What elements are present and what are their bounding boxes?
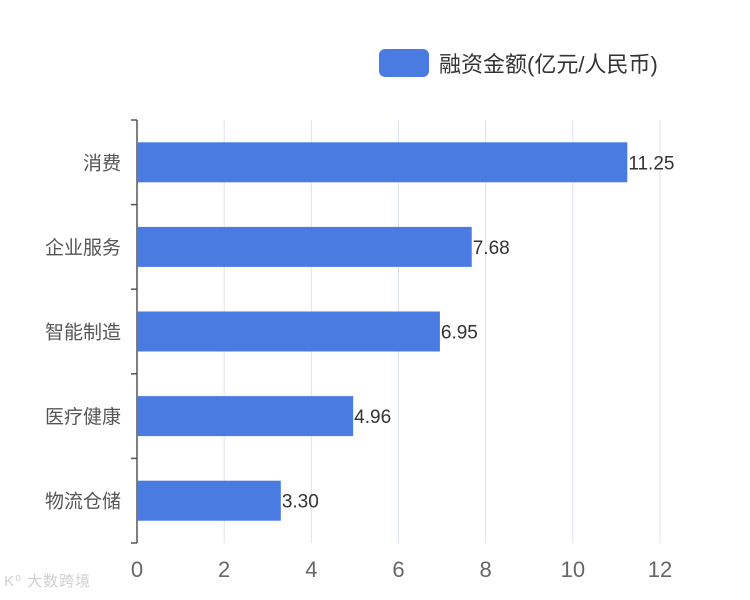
bar <box>137 396 354 437</box>
x-tick-label: 6 <box>392 557 404 582</box>
legend-label: 融资金额(亿元/人民币) <box>439 52 658 77</box>
bar <box>137 142 628 183</box>
data-label: 6.95 <box>441 323 478 344</box>
data-label: 4.96 <box>354 407 391 428</box>
legend: 融资金额(亿元/人民币) <box>379 47 658 79</box>
data-label: 11.25 <box>628 153 674 174</box>
bar <box>137 226 472 267</box>
bar <box>137 480 281 521</box>
category-label: 医疗健康 <box>45 406 121 428</box>
x-tick-label: 8 <box>480 557 492 582</box>
data-label: 3.30 <box>282 492 319 513</box>
category-label: 消费 <box>83 152 121 174</box>
x-tick-label: 10 <box>561 557 585 582</box>
data-label: 7.68 <box>473 238 510 259</box>
category-label: 物流仓储 <box>45 491 121 513</box>
legend-swatch <box>379 49 429 77</box>
x-tick-label: 12 <box>648 557 672 582</box>
category-label: 智能制造 <box>45 322 121 344</box>
x-tick-label: 4 <box>305 557 317 582</box>
category-label: 企业服务 <box>45 237 121 259</box>
x-tick-label: 0 <box>131 557 143 582</box>
watermark-logo: K⁰ 大数跨境 <box>4 573 92 590</box>
x-tick-label: 2 <box>218 557 230 582</box>
bar <box>137 311 440 352</box>
